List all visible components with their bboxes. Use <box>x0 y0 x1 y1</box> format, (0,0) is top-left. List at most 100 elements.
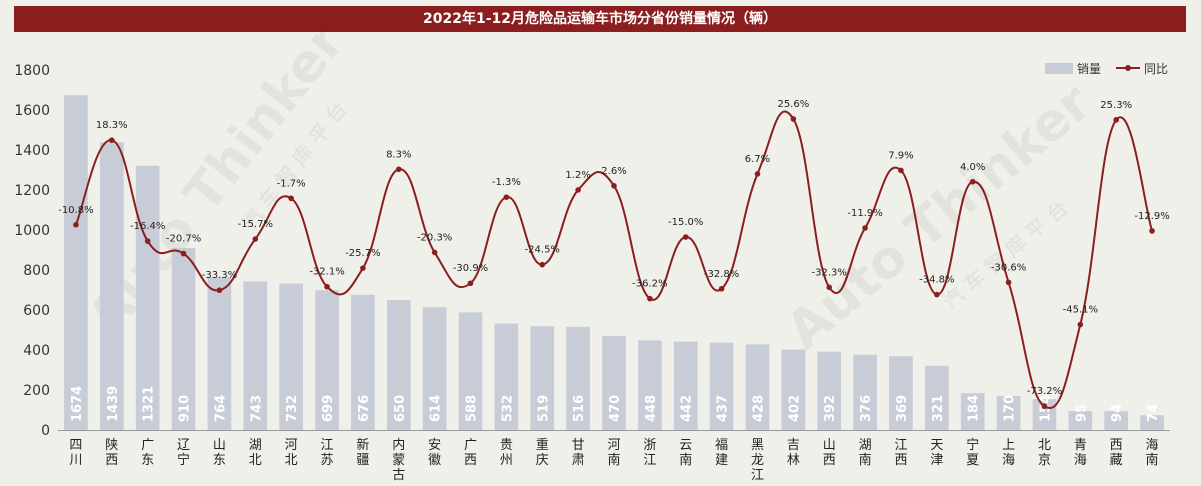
x-category-label: 四川 <box>69 438 82 468</box>
bar-value-label: 402 <box>787 395 802 422</box>
x-category-label: 湖北 <box>249 438 262 468</box>
bar-吉林 <box>781 349 806 430</box>
y-axis: 0 200 400 600 800 1000 1200 1400 1600 1800 <box>14 63 50 439</box>
bar-value-label: 650 <box>393 395 408 422</box>
growth-label: -11.9% <box>847 208 882 219</box>
bar-海南 <box>1140 415 1164 430</box>
growth-point-新疆 <box>360 265 366 271</box>
x-category-label: 辽宁 <box>177 438 190 468</box>
bar-河北 <box>279 283 303 430</box>
bar-value-label: 442 <box>680 395 695 422</box>
x-category-label: 新疆 <box>356 437 369 468</box>
growth-point-青海 <box>1077 321 1084 328</box>
x-category-label: 贵州 <box>500 438 513 468</box>
growth-label: -45.1% <box>1063 305 1098 316</box>
bar-value-label: 1321 <box>142 386 157 422</box>
growth-point-河南 <box>611 183 617 189</box>
bar-value-label: 470 <box>608 395 623 422</box>
x-category-label: 云南 <box>679 438 692 468</box>
growth-label: -20.7% <box>166 234 201 245</box>
x-category-label: 西藏 <box>1110 438 1123 468</box>
growth-point-江西 <box>898 167 904 174</box>
growth-point-山西 <box>826 284 833 291</box>
bar-云南 <box>673 341 698 430</box>
growth-label: 7.9% <box>888 150 913 161</box>
legend: 销量 同比 <box>1045 62 1168 76</box>
bar-value-label: 95 <box>1074 404 1089 422</box>
growth-label: 18.3% <box>96 120 128 131</box>
growth-line-series <box>73 110 1155 410</box>
growth-point-宁夏 <box>969 178 976 185</box>
bar-宁夏 <box>960 393 985 430</box>
growth-label: -20.3% <box>417 232 452 243</box>
growth-label: -24.5% <box>525 245 560 256</box>
growth-label: 4.0% <box>960 162 985 173</box>
growth-label: 8.3% <box>386 149 411 160</box>
growth-point-重庆 <box>539 261 546 268</box>
x-category-label: 青海 <box>1074 438 1087 468</box>
bar-山东 <box>207 277 232 430</box>
x-category-label: 浙江 <box>643 438 656 468</box>
bar-黑龙江 <box>745 344 770 430</box>
x-category-label: 陕西 <box>105 438 118 468</box>
x-category-label: 天津 <box>930 438 943 468</box>
bar-value-label: 369 <box>895 395 910 422</box>
x-category-label: 安徽 <box>428 438 441 468</box>
growth-label: 25.3% <box>1100 100 1132 111</box>
bar-新疆 <box>351 294 375 430</box>
y-tick-label: 0 <box>41 423 50 439</box>
bar-value-label: 170 <box>1003 395 1018 422</box>
growth-point-山东 <box>216 287 223 294</box>
bar-河南 <box>602 336 626 430</box>
bar-辽宁 <box>171 248 196 430</box>
growth-label: -25.7% <box>345 248 380 259</box>
chart-title: 2022年1-12月危险品运输车市场分省份销量情况（辆） <box>14 6 1186 32</box>
bar-贵州 <box>494 323 519 430</box>
bar-四川 <box>64 95 88 430</box>
bar-value-label: 437 <box>716 395 731 422</box>
bar-福建 <box>709 342 734 430</box>
bar-value-label: 321 <box>931 395 946 422</box>
bar-series <box>64 95 1164 431</box>
growth-point-云南 <box>682 234 689 240</box>
y-tick-label: 800 <box>23 263 50 279</box>
growth-label: -33.3% <box>202 270 237 281</box>
y-tick-label: 600 <box>23 303 50 319</box>
growth-line <box>75 110 1154 409</box>
growth-label: -32.3% <box>812 267 847 278</box>
bar-value-label: 1674 <box>70 386 85 422</box>
growth-point-吉林 <box>790 116 797 122</box>
legend-line-label: 同比 <box>1144 62 1168 76</box>
x-category-label: 北京 <box>1038 438 1051 468</box>
growth-label: -1.3% <box>492 177 521 188</box>
bar-value-label: 764 <box>213 395 228 422</box>
growth-point-四川 <box>73 222 79 228</box>
y-tick-label: 1400 <box>14 143 50 159</box>
bar-value-label: 699 <box>321 395 336 422</box>
x-category-label: 湖南 <box>859 438 872 468</box>
y-tick-label: 1000 <box>14 223 50 239</box>
growth-point-湖北 <box>252 236 259 242</box>
bar-value-label: 448 <box>644 395 659 422</box>
bar-value-label: 910 <box>178 395 193 422</box>
growth-label: -32.8% <box>704 269 739 280</box>
bar-广西 <box>458 312 483 430</box>
growth-point-天津 <box>934 291 940 298</box>
y-tick-label: 400 <box>23 343 50 359</box>
growth-point-甘肃 <box>575 187 581 193</box>
growth-point-广东 <box>144 238 151 244</box>
growth-point-福建 <box>718 285 725 292</box>
bar-value-label: 428 <box>751 395 766 422</box>
bar-value-label: 614 <box>429 395 444 422</box>
x-category-label: 河南 <box>607 438 620 468</box>
bar-value-label: 1439 <box>106 386 121 422</box>
growth-point-辽宁 <box>180 250 187 257</box>
bar-安徽 <box>422 307 447 430</box>
bar-山西 <box>817 351 842 430</box>
growth-point-海南 <box>1149 228 1155 234</box>
x-category-label: 江苏 <box>321 438 334 468</box>
bar-value-label: 676 <box>357 395 372 422</box>
growth-label: 2.6% <box>601 166 626 177</box>
x-category-label: 海南 <box>1146 438 1159 468</box>
